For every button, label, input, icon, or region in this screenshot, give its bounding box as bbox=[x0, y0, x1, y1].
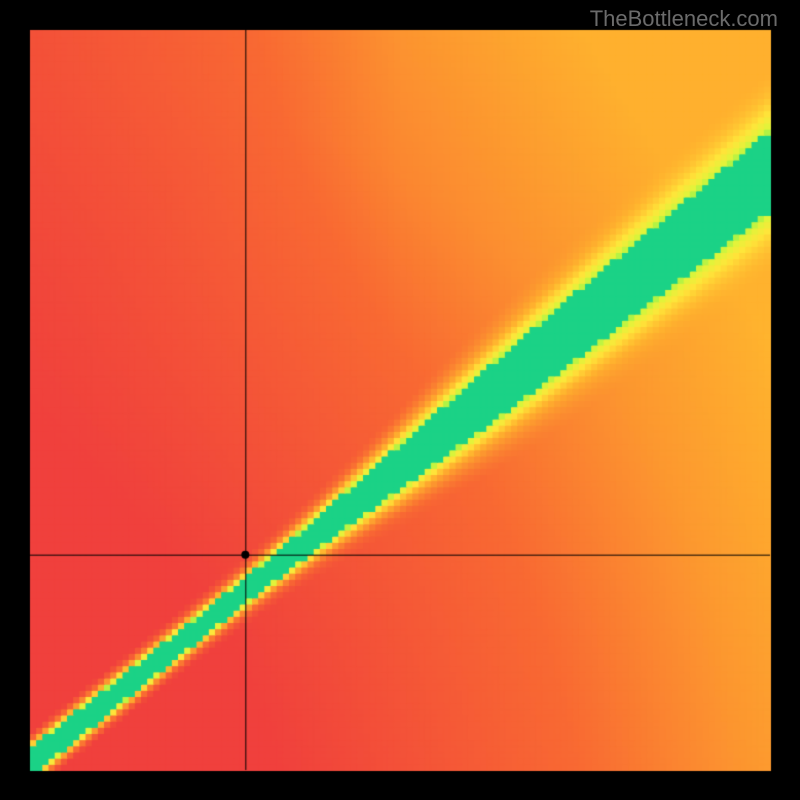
bottleneck-heatmap bbox=[0, 0, 800, 800]
watermark-label: TheBottleneck.com bbox=[590, 6, 778, 32]
